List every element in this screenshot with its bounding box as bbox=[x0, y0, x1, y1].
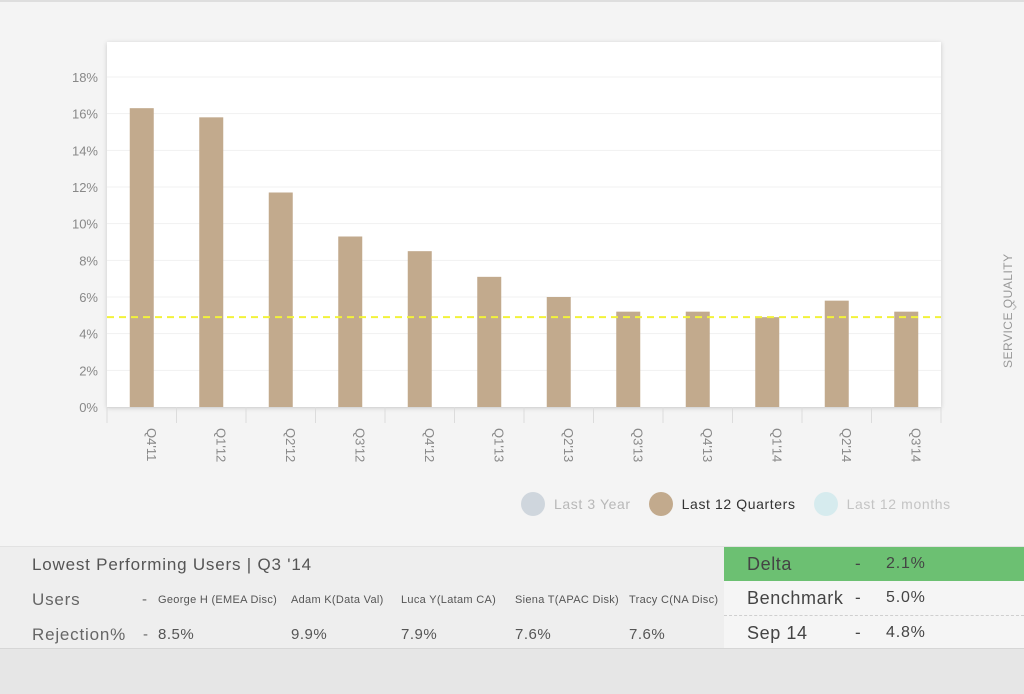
legend-dot bbox=[521, 492, 545, 516]
legend-label: Last 3 Year bbox=[554, 496, 631, 512]
stat-label: Delta bbox=[747, 554, 793, 574]
y-tick-label: 10% bbox=[72, 217, 98, 232]
stat-label: Sep 14 bbox=[747, 623, 808, 643]
stat-row-delta: Delta - 2.1% bbox=[724, 547, 1024, 581]
y-tick-label: 4% bbox=[79, 327, 98, 342]
bar[interactable] bbox=[338, 236, 363, 408]
chevron-right-icon[interactable]: › bbox=[1012, 298, 1018, 315]
x-tick-label: Q4'11 bbox=[144, 428, 159, 461]
bar[interactable] bbox=[407, 251, 432, 407]
bar[interactable] bbox=[616, 311, 641, 407]
rejection-value: 7.6% bbox=[515, 626, 552, 643]
legend-dot bbox=[813, 492, 838, 516]
legend-item-last-3-year[interactable]: Last 3 Year bbox=[521, 492, 631, 516]
y-tick-label: 14% bbox=[72, 143, 98, 158]
legend: Last 3 Year Last 12 Quarters Last 12 mon… bbox=[521, 491, 969, 517]
user-name: Tracy C(NA Disc) bbox=[629, 594, 719, 606]
legend-item-last-12-months[interactable]: Last 12 months bbox=[813, 492, 951, 516]
user-name: Luca Y(Latam CA) bbox=[401, 594, 497, 606]
y-tick-label: 12% bbox=[72, 180, 98, 195]
y-tick-label: 6% bbox=[79, 290, 98, 305]
stat-dash: - bbox=[855, 554, 861, 573]
x-tick-label: Q2'13 bbox=[561, 428, 576, 462]
bar[interactable] bbox=[824, 300, 849, 407]
chart: 0% 2% 4% 6% 8% 10% 12% 14% 16% 18% Q4'11 Q1'12 Q2'1… bbox=[72, 42, 942, 462]
bar[interactable] bbox=[546, 297, 571, 407]
x-tick-label: Q4'12 bbox=[422, 428, 437, 462]
y-tick-label: 18% bbox=[72, 70, 98, 85]
user-name: Adam K(Data Val) bbox=[291, 594, 384, 606]
y-tick-label: 0% bbox=[79, 400, 98, 415]
legend-label: Last 12 Quarters bbox=[681, 496, 796, 512]
rejection-value: 8.5% bbox=[158, 626, 195, 643]
grid-lines bbox=[107, 76, 941, 371]
stat-label: Benchmark bbox=[747, 588, 844, 608]
x-tick-label: Q3'14 bbox=[908, 428, 923, 462]
user-name: Siena T(APAC Disk) bbox=[515, 594, 620, 606]
footer-bar bbox=[0, 648, 1024, 694]
stat-dash: - bbox=[855, 588, 861, 607]
rejection-row-dash: - bbox=[143, 626, 148, 643]
x-tick-label: Q4'13 bbox=[700, 428, 715, 462]
rejection-value: 7.9% bbox=[401, 626, 438, 643]
bars bbox=[129, 108, 919, 408]
y-tick-label: 8% bbox=[79, 253, 98, 268]
panel-title: Lowest Performing Users | Q3 '14 bbox=[32, 555, 312, 574]
bar[interactable] bbox=[268, 192, 293, 408]
y-axis: 0% 2% 4% 6% 8% 10% 12% 14% 16% 18% bbox=[72, 70, 98, 415]
bar[interactable] bbox=[477, 276, 502, 407]
y-tick-label: 16% bbox=[72, 107, 98, 122]
bottom-panel: Lowest Performing Users | Q3 '14 Users -… bbox=[0, 546, 1024, 650]
rejection-row-label: Rejection% bbox=[32, 625, 126, 644]
x-axis: Q4'11 Q1'12 Q2'12 Q3'12 Q4'12 Q1'13 Q2'13 Q3'13… bbox=[106, 407, 942, 462]
x-tick-label: Q1'12 bbox=[213, 428, 228, 462]
stat-value: 4.8% bbox=[886, 624, 926, 641]
legend-label: Last 12 months bbox=[846, 496, 951, 512]
x-tick-label: Q3'13 bbox=[630, 428, 645, 462]
users-row-label: Users bbox=[32, 590, 81, 609]
legend-dot bbox=[648, 492, 673, 516]
bar[interactable] bbox=[755, 317, 780, 407]
x-tick-label: Q3'12 bbox=[352, 428, 367, 462]
stat-value: 5.0% bbox=[886, 589, 926, 606]
x-tick-label: Q2'14 bbox=[839, 428, 854, 462]
stat-row-benchmark: Benchmark - 5.0% bbox=[724, 581, 1024, 616]
stat-dash: - bbox=[855, 623, 861, 642]
top-divider bbox=[0, 0, 1024, 2]
bar[interactable] bbox=[199, 117, 224, 407]
stat-value: 2.1% bbox=[886, 555, 926, 572]
bar[interactable] bbox=[894, 311, 919, 407]
x-tick-label: Q1'14 bbox=[769, 428, 784, 462]
stat-row-sep-14: Sep 14 - 4.8% bbox=[724, 616, 1024, 650]
x-tick-label: Q2'12 bbox=[283, 428, 298, 462]
x-tick-label: Q1'13 bbox=[491, 428, 506, 462]
legend-item-last-12-quarters[interactable]: Last 12 Quarters bbox=[648, 492, 796, 516]
bar[interactable] bbox=[685, 311, 710, 407]
y-tick-label: 2% bbox=[79, 363, 98, 378]
user-name: George H (EMEA Disc) bbox=[158, 594, 278, 606]
stats-panel: Delta - 2.1% Benchmark - 5.0% Sep 14 - 4… bbox=[724, 547, 1024, 650]
users-row-dash: - bbox=[142, 591, 147, 608]
rejection-value: 9.9% bbox=[291, 626, 328, 643]
chart-card bbox=[107, 42, 941, 407]
bar[interactable] bbox=[129, 108, 154, 408]
rejection-value: 7.6% bbox=[629, 626, 666, 643]
lowest-performing-users-panel: Lowest Performing Users | Q3 '14 Users -… bbox=[0, 547, 722, 649]
